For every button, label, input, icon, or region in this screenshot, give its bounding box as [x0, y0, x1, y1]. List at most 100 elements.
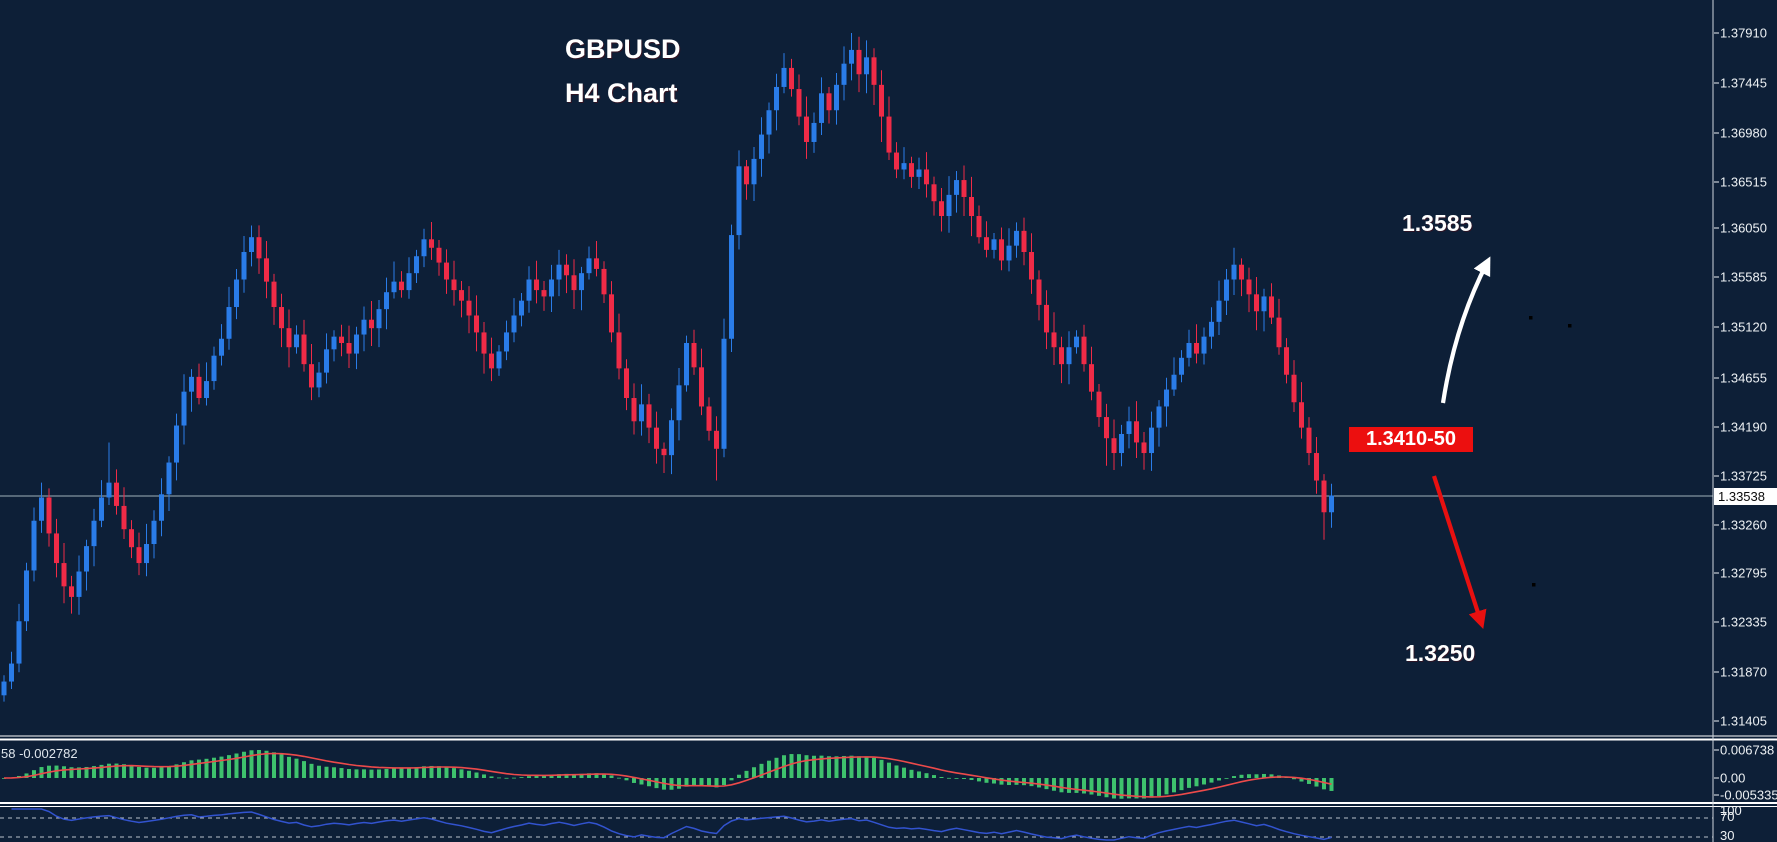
candle-body	[211, 355, 217, 382]
candle-body	[729, 235, 734, 339]
candle-body	[639, 404, 644, 422]
macd-bar	[2, 778, 6, 779]
candle-body	[9, 663, 14, 682]
macd-bar	[647, 778, 651, 787]
macd-bar	[1082, 778, 1086, 794]
price-tick-label: 1.36980	[1720, 126, 1767, 141]
macd-bar	[1292, 778, 1296, 780]
macd-bar	[444, 767, 449, 778]
candle-body	[1074, 336, 1079, 348]
macd-bar	[1194, 778, 1199, 787]
candle-body	[39, 497, 44, 521]
candle-body	[241, 252, 247, 280]
candle-body	[106, 482, 112, 498]
macd-bar	[144, 767, 149, 778]
resistance-zone-label: 1.3410-50	[1349, 427, 1473, 452]
macd-bar	[699, 778, 704, 786]
candle-body	[579, 273, 584, 291]
macd-bar	[759, 763, 764, 778]
macd-layer	[2, 750, 1334, 799]
macd-bar	[902, 767, 906, 778]
candle-body	[661, 448, 667, 456]
macd-bar	[54, 765, 59, 778]
candle-body	[331, 336, 337, 350]
candle-body	[69, 586, 74, 597]
candle-body	[706, 406, 712, 431]
axis-tick	[1714, 749, 1719, 751]
macd-bar	[594, 773, 599, 778]
macd-bar	[1202, 778, 1206, 785]
macd-bar	[1224, 778, 1229, 779]
macd-bar	[69, 767, 74, 778]
speck	[1532, 583, 1536, 587]
candle-body	[856, 49, 862, 75]
candle-body	[144, 544, 149, 564]
bearish-arrow	[1432, 475, 1487, 630]
candle-body	[316, 372, 322, 388]
candle-body	[526, 279, 532, 301]
macd-bar	[789, 754, 794, 778]
price-axis[interactable]: 1.37910 1.37445 1.36980 1.36515 1.36050 1.355…	[1712, 0, 1777, 842]
candle-body	[1029, 252, 1034, 280]
macd-scale-label: -0.005335	[1720, 788, 1777, 803]
macd-bar	[189, 760, 194, 778]
candle-body	[1299, 402, 1304, 428]
macd-bar	[1329, 778, 1334, 791]
macd-bar	[287, 756, 291, 778]
candle-body	[256, 237, 262, 259]
panel-separator	[0, 738, 1777, 741]
macd-bar	[324, 766, 329, 778]
macd-bar	[737, 774, 741, 778]
macd-bar	[137, 766, 141, 778]
candle-body	[406, 273, 412, 291]
macd-bar	[984, 778, 989, 783]
price-tick-label: 1.35120	[1720, 320, 1767, 335]
candle-body	[354, 334, 359, 354]
candle-body	[444, 262, 449, 280]
bullish-arrow	[1440, 256, 1491, 404]
macd-bar	[107, 763, 111, 778]
candle-body	[1284, 347, 1289, 375]
panel-separator	[0, 806, 1777, 807]
axis-tick	[1714, 227, 1719, 229]
candle-body	[324, 349, 329, 373]
candle-body	[841, 63, 847, 85]
macd-bar	[1314, 778, 1319, 787]
macd-bar	[1089, 778, 1094, 795]
candle-body	[114, 482, 119, 506]
price-tick-label: 1.37445	[1720, 76, 1767, 91]
candle-body	[549, 279, 554, 297]
candle-body	[1171, 374, 1177, 390]
candle-body	[601, 268, 607, 295]
candle-body	[1276, 317, 1282, 348]
macd-bar	[1044, 778, 1049, 790]
candle-body	[789, 67, 794, 90]
candle-body	[136, 547, 142, 564]
candle-body	[204, 381, 209, 399]
candle-body	[174, 425, 179, 463]
macd-bar	[489, 776, 494, 778]
macd-bar	[587, 773, 591, 778]
macd-bar	[24, 773, 29, 778]
candle-body	[804, 116, 809, 142]
candle-body	[54, 533, 59, 564]
macd-bar	[654, 778, 659, 789]
candle-body	[1201, 336, 1207, 354]
axis-tick	[1714, 524, 1719, 526]
macd-bar	[774, 757, 779, 778]
target-down-label: 1.3250	[1405, 640, 1476, 666]
candle-body	[736, 166, 742, 236]
candle-body	[714, 430, 719, 449]
candle-body	[1111, 438, 1117, 454]
macd-bar	[152, 767, 156, 778]
macd-bar	[62, 766, 66, 778]
candle-body	[646, 404, 652, 428]
macd-bar	[212, 757, 216, 778]
candle-body	[414, 256, 419, 274]
candle-body	[886, 116, 892, 153]
macd-bar	[752, 767, 756, 778]
macd-bar	[159, 767, 164, 778]
macd-bar	[954, 778, 959, 779]
